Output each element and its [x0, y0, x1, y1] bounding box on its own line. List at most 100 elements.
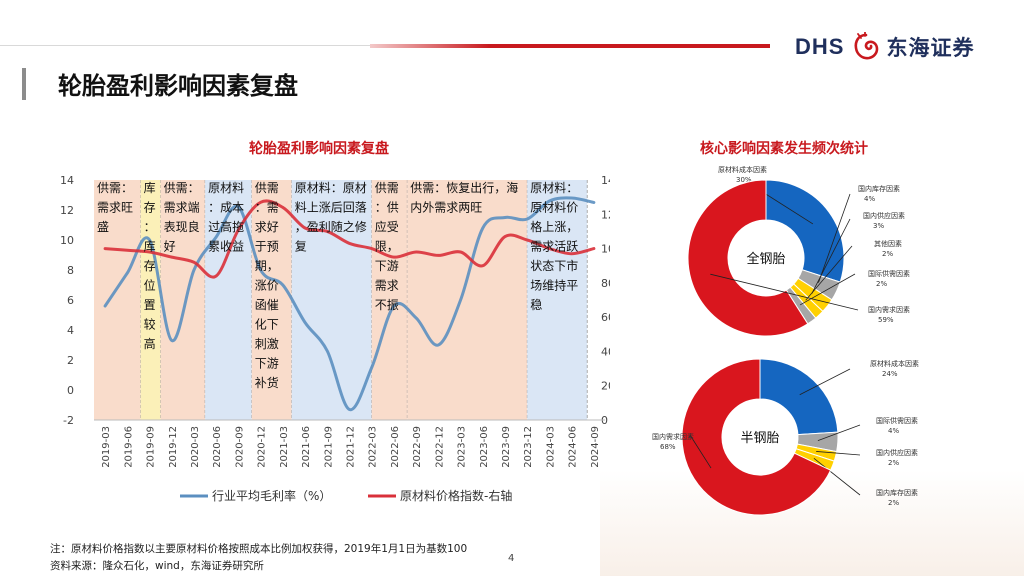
footnote: 注：原材料价格指数以主要原材料价格按照成本比例加权获得，2019年1月1日为基数… [50, 543, 468, 555]
pie-slice-label: 国内库存因素 [858, 184, 900, 193]
pie-slice [687, 179, 809, 337]
y-left-tick-label: 12 [60, 204, 74, 217]
brand-en: DHS [795, 34, 845, 59]
pie-leader-line [817, 424, 861, 442]
phase-annotation-line: 存 [144, 259, 156, 273]
x-tick-label: 2021-12 [346, 426, 357, 468]
phase-annotation-line: 下游 [375, 259, 399, 273]
legend-label-material-index: 原材料价格指数-右轴 [400, 488, 512, 503]
y-left-tick-label: 2 [67, 354, 74, 367]
source-note: 资料来源：隆众石化，wind，东海证券研究所 [50, 560, 264, 572]
x-tick-label: 2019-09 [146, 426, 157, 468]
x-tick-label: 2021-06 [301, 426, 312, 468]
phase-annotation: 原材料：原材料上涨后回落 ，盈利随之修复 [295, 181, 367, 254]
y-right-tick-label: 20 [601, 380, 610, 393]
pie-slice-label: 国际供需因素 [876, 416, 918, 425]
pie-leader-line [816, 451, 861, 456]
pie-leader-line [799, 368, 851, 396]
x-tick-label: 2023-09 [501, 426, 512, 468]
pie-slice-label: 国内需求因素 [868, 305, 910, 314]
phase-annotation-line: 过高拖 [208, 219, 244, 234]
phase-annotation-line: 求好 [255, 220, 279, 234]
phase-band [291, 180, 372, 420]
phase-annotation-line: 限， [375, 240, 399, 254]
pie-slice-label: 国际供需因素 [868, 269, 910, 278]
pie-slice-label: 国内库存因素 [876, 488, 918, 497]
x-tick-label: 2019-12 [168, 426, 179, 468]
pie-chart-semi-steel: 原材料成本因素 24% 国际供需因素 4% 国内供应因素 2% 国内库存因素 2% 国内需求因素… [652, 358, 919, 516]
y-left-tick-label: 4 [67, 324, 74, 337]
phase-annotation: 供需：恢复出行，海内外需求两旺 [410, 180, 518, 215]
pie-slice-value: 24% [882, 370, 898, 378]
x-tick-label: 2023-03 [457, 426, 468, 468]
pie-slice [681, 358, 832, 516]
dragon-logo-icon [854, 32, 879, 60]
phase-annotation-line: 化下 [255, 318, 279, 332]
y-right-tick-label: 60 [601, 311, 610, 324]
legend-label-gross-margin: 行业平均毛利率（%） [212, 488, 331, 503]
pie-slice-value: 30% [736, 176, 752, 184]
left-chart-title: 轮胎盈利影响因素复盘 [249, 141, 389, 157]
right-chart-title: 核心影响因素发生频次统计 [700, 141, 868, 157]
phase-annotation-line: 期， [255, 259, 279, 273]
phase-annotation-line: 需求 [375, 279, 399, 293]
pie-slice-label: 国内供应因素 [863, 211, 905, 220]
x-tick-label: 2019-06 [123, 426, 134, 468]
series-line-material-index [103, 199, 596, 279]
brand-logo-group: DHS 东海证券 [795, 30, 974, 64]
pie-slice-value: 3% [873, 222, 884, 230]
phase-band [371, 180, 408, 420]
phase-annotation-line: 供需： [164, 181, 200, 195]
phase-annotation-line: 稳 [530, 297, 542, 312]
phase-annotation-line: 表现良 [164, 219, 200, 234]
phase-annotation-line: 好 [164, 240, 176, 254]
phase-annotation-line: 盛 [97, 219, 109, 234]
pie-slice [765, 179, 845, 283]
pie-leader-line [805, 245, 853, 301]
phase-annotation-line: 供需 [375, 181, 399, 195]
phase-annotation: 供需 ：需求好于预期， 涨价函催化下刺激下游补货 [255, 181, 279, 390]
phase-annotation-line: 应受 [375, 219, 399, 234]
x-tick-label: 2022-03 [368, 426, 379, 468]
phase-annotation-line: 场维持平 [530, 278, 578, 293]
pie-slice-label: 国内需求因素 [652, 432, 694, 441]
x-tick-label: 2020-03 [190, 426, 201, 468]
phase-annotation-line: 位 [144, 278, 156, 293]
x-tick-label: 2021-03 [279, 426, 290, 468]
brand-cn: 东海证券 [886, 36, 975, 60]
phase-annotation-line: 函催 [255, 298, 279, 312]
phase-annotation-line: 不振 [375, 298, 399, 312]
x-tick-label: 2020-12 [257, 426, 268, 468]
phase-annotation-line: 状态下市 [530, 258, 578, 273]
phase-annotation-line: 库 [144, 239, 156, 254]
line-chart: -2024681012140204060801001201402019-0320… [60, 174, 610, 503]
phase-annotation-line: 原材料： [530, 181, 578, 195]
phase-annotation-line: 供需：恢复出行，海 [410, 180, 518, 195]
pie-chart-all-steel: 原材料成本因素 30% 国内库存因素 4% 国内供应因素 3% 其他因素 2% 国际供需因素 2%… [687, 165, 910, 337]
y-right-tick-label: 100 [601, 243, 610, 256]
pie-slice-value: 2% [876, 280, 887, 288]
phase-annotation-line: 供需 [255, 181, 279, 195]
pie-slice-value: 2% [888, 459, 899, 467]
phase-annotation-line: 累收益 [208, 240, 244, 254]
pie-slice-value: 68% [660, 443, 676, 451]
x-tick-label: 2023-06 [479, 426, 490, 468]
pie-center-label: 半钢胎 [740, 431, 779, 446]
phase-band [160, 180, 206, 420]
phase-annotation-line: 涨价 [255, 278, 279, 293]
x-tick-label: 2024-09 [590, 426, 601, 468]
pie-leader-line [811, 218, 851, 294]
phase-annotation: 库存：库存位置较高 [144, 180, 156, 351]
phase-annotation-line: 需求旺 [97, 201, 133, 215]
phase-annotation-line: 下游 [255, 357, 279, 371]
pie-slice-label: 原材料成本因素 [718, 165, 767, 174]
pie-slice-label: 原材料成本因素 [870, 359, 919, 368]
x-tick-label: 2020-09 [234, 426, 245, 468]
phase-annotation-line: 存 [144, 201, 156, 215]
x-tick-label: 2023-12 [523, 426, 534, 468]
phase-annotation-line: ：需 [255, 201, 279, 215]
phase-annotation: 原材料： 原材料价格上涨， 需求活跃状态下市场维持平稳 [530, 181, 578, 312]
x-tick-label: 2022-06 [390, 426, 401, 468]
x-tick-label: 2024-06 [568, 426, 579, 468]
title-marker [22, 68, 26, 100]
